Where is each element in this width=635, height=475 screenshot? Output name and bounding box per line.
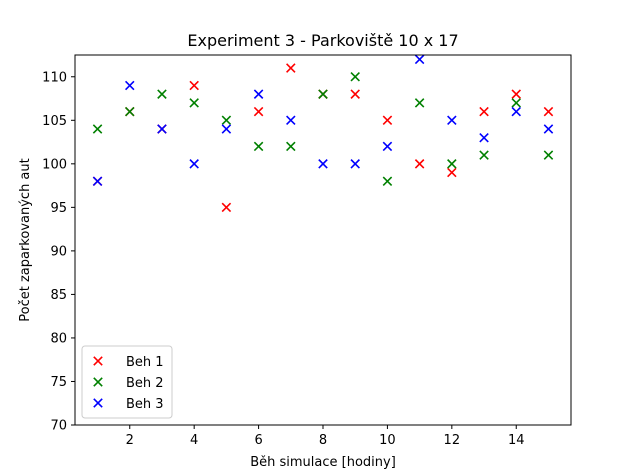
y-tick-label: 100 xyxy=(42,157,67,172)
y-tick-label: 85 xyxy=(50,288,67,303)
data-point xyxy=(253,89,264,99)
data-point xyxy=(157,89,167,99)
legend-item: Beh 2 xyxy=(93,376,164,391)
data-point xyxy=(286,63,296,73)
series-3 xyxy=(92,54,554,187)
legend-label: Beh 1 xyxy=(126,355,164,370)
data-point xyxy=(221,115,232,126)
data-point xyxy=(318,89,328,99)
data-point xyxy=(382,176,393,187)
data-point xyxy=(543,150,554,160)
data-point xyxy=(414,159,425,169)
data-point xyxy=(350,71,360,82)
x-tick-label: 12 xyxy=(444,433,461,448)
y-tick-label: 110 xyxy=(42,70,67,85)
legend-label: Beh 2 xyxy=(126,376,164,391)
data-point xyxy=(221,124,232,134)
legend-box xyxy=(81,345,173,419)
legend-label: Beh 3 xyxy=(126,397,164,412)
x-tick-label: 4 xyxy=(190,433,198,448)
data-point xyxy=(479,150,489,160)
data-point xyxy=(221,202,232,213)
x-tick-label: 2 xyxy=(126,433,134,448)
data-point xyxy=(543,106,554,117)
data-point xyxy=(286,115,296,126)
data-point xyxy=(414,98,425,108)
x-axis: 2 4 6 8 10 12 14 xyxy=(126,425,525,448)
data-point xyxy=(511,106,522,117)
x-tick-label: 8 xyxy=(319,433,327,448)
legend-item: Beh 3 xyxy=(93,397,164,412)
data-point xyxy=(124,80,135,91)
legend: Beh 1 Beh 2 Beh 3 xyxy=(81,345,173,419)
data-point xyxy=(253,106,264,117)
x-tick-label: 6 xyxy=(254,433,262,448)
y-tick-label: 90 xyxy=(50,244,67,259)
data-point xyxy=(189,80,199,91)
plot-area xyxy=(92,54,554,213)
y-tick-label: 70 xyxy=(50,419,67,434)
data-point xyxy=(479,132,489,143)
y-tick-label: 95 xyxy=(50,201,67,216)
series-2 xyxy=(92,71,554,187)
data-point xyxy=(479,106,489,117)
x-tick-label: 14 xyxy=(508,433,525,448)
data-point xyxy=(447,167,457,178)
data-point xyxy=(511,89,522,99)
y-axis-label: Počet zaparkovaných aut xyxy=(18,158,33,322)
data-point xyxy=(92,124,103,134)
data-point xyxy=(189,159,199,169)
data-point xyxy=(447,159,457,169)
x-tick-label: 10 xyxy=(379,433,396,448)
legend-marker xyxy=(93,398,103,408)
data-point xyxy=(350,159,360,169)
chart-title: Experiment 3 - Parkoviště 10 x 17 xyxy=(187,31,458,50)
legend-marker xyxy=(93,377,103,387)
legend-item: Beh 1 xyxy=(93,355,164,370)
data-point xyxy=(92,176,103,187)
data-point xyxy=(286,141,296,152)
y-axis: 70 75 80 85 90 95 100 105 110 xyxy=(42,70,75,434)
data-point xyxy=(253,141,264,152)
data-point xyxy=(189,98,199,108)
legend-marker xyxy=(93,356,103,366)
data-point xyxy=(318,159,328,169)
data-point xyxy=(124,106,135,117)
x-axis-label: Běh simulace [hodiny] xyxy=(250,455,396,470)
data-point xyxy=(543,124,554,134)
y-tick-label: 80 xyxy=(50,331,67,346)
data-point xyxy=(157,124,167,134)
data-point xyxy=(382,141,393,152)
y-tick-label: 75 xyxy=(50,375,67,390)
data-point xyxy=(414,54,425,65)
data-point xyxy=(350,89,360,99)
data-point xyxy=(382,115,393,126)
data-point xyxy=(447,115,457,126)
data-point xyxy=(511,98,522,108)
y-tick-label: 105 xyxy=(42,114,67,129)
